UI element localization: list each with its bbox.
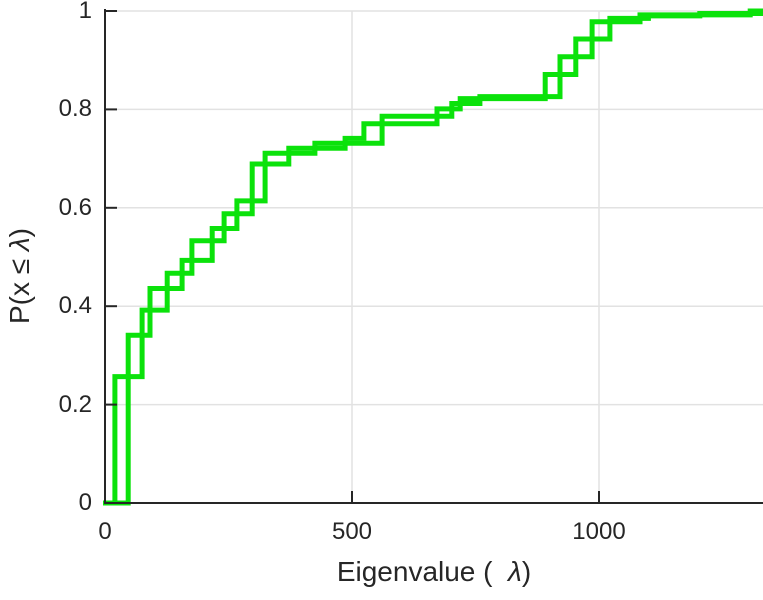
y-axis-label-close: ) [4,227,35,238]
lambda-symbol: λ [508,556,522,587]
ecdf-steps-b [103,8,763,506]
lambda-symbol: λ [4,237,35,252]
x-tick-label: 0 [98,518,112,545]
y-tick-label: 0.8 [58,95,92,123]
x-axis-label: Eigenvalue ( λ) [105,556,763,588]
x-axis-label-text: Eigenvalue ( [336,556,509,587]
y-tick-label: 0 [78,489,92,516]
x-tick-label: 1000 [572,518,626,545]
y-tick-label: 0.2 [58,390,92,418]
x-tick-label: 500 [331,518,373,545]
y-tick-label: 0.4 [58,292,92,320]
y-tick-label: 1 [78,0,92,24]
ecdf-steps-a [103,11,763,506]
x-axis-label-close: ) [521,556,532,587]
y-tick-label: 0.6 [58,193,92,221]
